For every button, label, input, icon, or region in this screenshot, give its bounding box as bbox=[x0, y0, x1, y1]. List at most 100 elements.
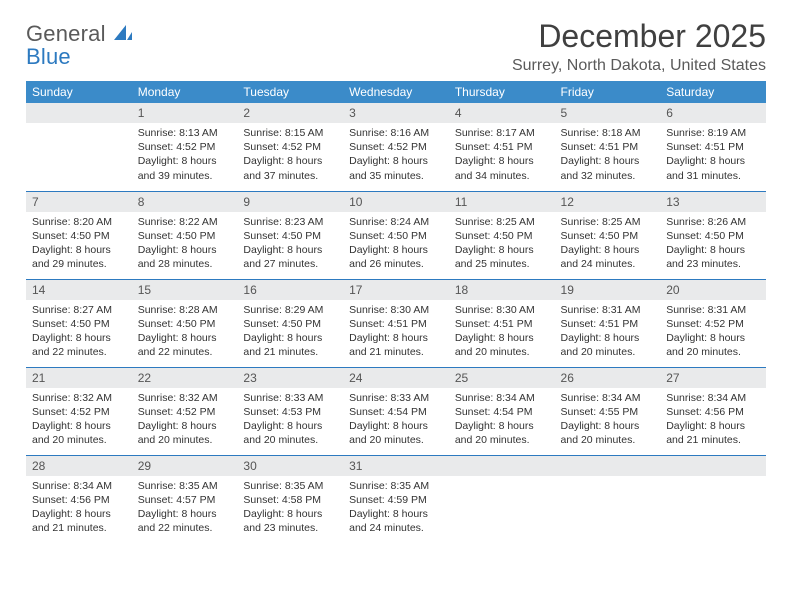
calendar-day-cell: 11Sunrise: 8:25 AMSunset: 4:50 PMDayligh… bbox=[449, 191, 555, 279]
sunset-line: Sunset: 4:51 PM bbox=[455, 140, 549, 154]
day-number: 19 bbox=[555, 280, 661, 300]
calendar-week-row: 21Sunrise: 8:32 AMSunset: 4:52 PMDayligh… bbox=[26, 367, 766, 455]
daylight-line-1: Daylight: 8 hours bbox=[455, 419, 549, 433]
weekday-header: Friday bbox=[555, 81, 661, 103]
sunset-line: Sunset: 4:55 PM bbox=[561, 405, 655, 419]
weekday-header: Monday bbox=[132, 81, 238, 103]
day-body: Sunrise: 8:29 AMSunset: 4:50 PMDaylight:… bbox=[237, 300, 343, 366]
daylight-line-2: and 24 minutes. bbox=[561, 257, 655, 271]
sunrise-line: Sunrise: 8:27 AM bbox=[32, 303, 126, 317]
sunset-line: Sunset: 4:52 PM bbox=[349, 140, 443, 154]
daylight-line-2: and 20 minutes. bbox=[455, 345, 549, 359]
sunset-line: Sunset: 4:50 PM bbox=[243, 317, 337, 331]
day-body: Sunrise: 8:35 AMSunset: 4:58 PMDaylight:… bbox=[237, 476, 343, 542]
day-number: 31 bbox=[343, 456, 449, 476]
sunrise-line: Sunrise: 8:26 AM bbox=[666, 215, 760, 229]
daylight-line-1: Daylight: 8 hours bbox=[138, 507, 232, 521]
header: General Blue December 2025 Surrey, North… bbox=[26, 18, 766, 75]
daylight-line-1: Daylight: 8 hours bbox=[32, 243, 126, 257]
sunset-line: Sunset: 4:56 PM bbox=[32, 493, 126, 507]
daylight-line-2: and 20 minutes. bbox=[561, 433, 655, 447]
logo-line2: Blue bbox=[26, 44, 71, 69]
day-body: Sunrise: 8:31 AMSunset: 4:51 PMDaylight:… bbox=[555, 300, 661, 366]
calendar-week-row: 7Sunrise: 8:20 AMSunset: 4:50 PMDaylight… bbox=[26, 191, 766, 279]
day-body: Sunrise: 8:26 AMSunset: 4:50 PMDaylight:… bbox=[660, 212, 766, 278]
day-body: Sunrise: 8:23 AMSunset: 4:50 PMDaylight:… bbox=[237, 212, 343, 278]
daylight-line-2: and 27 minutes. bbox=[243, 257, 337, 271]
daylight-line-1: Daylight: 8 hours bbox=[666, 331, 760, 345]
sunrise-line: Sunrise: 8:19 AM bbox=[666, 126, 760, 140]
daylight-line-1: Daylight: 8 hours bbox=[561, 331, 655, 345]
sunset-line: Sunset: 4:52 PM bbox=[138, 405, 232, 419]
daylight-line-2: and 21 minutes. bbox=[349, 345, 443, 359]
day-body: Sunrise: 8:25 AMSunset: 4:50 PMDaylight:… bbox=[555, 212, 661, 278]
daylight-line-1: Daylight: 8 hours bbox=[561, 154, 655, 168]
calendar-day-cell: 16Sunrise: 8:29 AMSunset: 4:50 PMDayligh… bbox=[237, 279, 343, 367]
sunset-line: Sunset: 4:50 PM bbox=[138, 317, 232, 331]
sunset-line: Sunset: 4:52 PM bbox=[243, 140, 337, 154]
sunset-line: Sunset: 4:50 PM bbox=[138, 229, 232, 243]
sunrise-line: Sunrise: 8:31 AM bbox=[666, 303, 760, 317]
sunrise-line: Sunrise: 8:32 AM bbox=[32, 391, 126, 405]
sunset-line: Sunset: 4:50 PM bbox=[455, 229, 549, 243]
logo-line1: General bbox=[26, 21, 106, 46]
day-number-empty bbox=[660, 456, 766, 476]
daylight-line-1: Daylight: 8 hours bbox=[243, 243, 337, 257]
daylight-line-2: and 34 minutes. bbox=[455, 169, 549, 183]
calendar-day-cell: 24Sunrise: 8:33 AMSunset: 4:54 PMDayligh… bbox=[343, 367, 449, 455]
day-number: 27 bbox=[660, 368, 766, 388]
weekday-header: Tuesday bbox=[237, 81, 343, 103]
sunset-line: Sunset: 4:50 PM bbox=[666, 229, 760, 243]
sunrise-line: Sunrise: 8:35 AM bbox=[138, 479, 232, 493]
calendar-day-cell: 10Sunrise: 8:24 AMSunset: 4:50 PMDayligh… bbox=[343, 191, 449, 279]
sunrise-line: Sunrise: 8:18 AM bbox=[561, 126, 655, 140]
daylight-line-2: and 31 minutes. bbox=[666, 169, 760, 183]
sunrise-line: Sunrise: 8:30 AM bbox=[349, 303, 443, 317]
day-body: Sunrise: 8:28 AMSunset: 4:50 PMDaylight:… bbox=[132, 300, 238, 366]
day-body: Sunrise: 8:33 AMSunset: 4:53 PMDaylight:… bbox=[237, 388, 343, 454]
daylight-line-2: and 39 minutes. bbox=[138, 169, 232, 183]
sunrise-line: Sunrise: 8:16 AM bbox=[349, 126, 443, 140]
daylight-line-2: and 20 minutes. bbox=[455, 433, 549, 447]
sunset-line: Sunset: 4:51 PM bbox=[349, 317, 443, 331]
day-number: 11 bbox=[449, 192, 555, 212]
day-number: 30 bbox=[237, 456, 343, 476]
day-body: Sunrise: 8:30 AMSunset: 4:51 PMDaylight:… bbox=[343, 300, 449, 366]
day-number: 24 bbox=[343, 368, 449, 388]
sunset-line: Sunset: 4:51 PM bbox=[455, 317, 549, 331]
calendar-day-cell: 4Sunrise: 8:17 AMSunset: 4:51 PMDaylight… bbox=[449, 103, 555, 191]
daylight-line-2: and 21 minutes. bbox=[32, 521, 126, 535]
weekday-header: Thursday bbox=[449, 81, 555, 103]
location: Surrey, North Dakota, United States bbox=[512, 57, 766, 75]
day-number: 1 bbox=[132, 103, 238, 123]
calendar-day-cell: 20Sunrise: 8:31 AMSunset: 4:52 PMDayligh… bbox=[660, 279, 766, 367]
sunrise-line: Sunrise: 8:25 AM bbox=[561, 215, 655, 229]
daylight-line-1: Daylight: 8 hours bbox=[243, 331, 337, 345]
sunset-line: Sunset: 4:53 PM bbox=[243, 405, 337, 419]
daylight-line-1: Daylight: 8 hours bbox=[138, 154, 232, 168]
sunset-line: Sunset: 4:50 PM bbox=[349, 229, 443, 243]
day-body: Sunrise: 8:15 AMSunset: 4:52 PMDaylight:… bbox=[237, 123, 343, 189]
sunset-line: Sunset: 4:52 PM bbox=[666, 317, 760, 331]
sunrise-line: Sunrise: 8:24 AM bbox=[349, 215, 443, 229]
daylight-line-2: and 21 minutes. bbox=[243, 345, 337, 359]
sunset-line: Sunset: 4:56 PM bbox=[666, 405, 760, 419]
daylight-line-2: and 20 minutes. bbox=[138, 433, 232, 447]
sunset-line: Sunset: 4:51 PM bbox=[561, 317, 655, 331]
sunrise-line: Sunrise: 8:34 AM bbox=[561, 391, 655, 405]
day-number: 22 bbox=[132, 368, 238, 388]
day-number: 9 bbox=[237, 192, 343, 212]
daylight-line-2: and 23 minutes. bbox=[243, 521, 337, 535]
sunrise-line: Sunrise: 8:22 AM bbox=[138, 215, 232, 229]
daylight-line-1: Daylight: 8 hours bbox=[666, 154, 760, 168]
day-number: 29 bbox=[132, 456, 238, 476]
sunset-line: Sunset: 4:52 PM bbox=[138, 140, 232, 154]
daylight-line-2: and 32 minutes. bbox=[561, 169, 655, 183]
sunrise-line: Sunrise: 8:33 AM bbox=[349, 391, 443, 405]
sunrise-line: Sunrise: 8:33 AM bbox=[243, 391, 337, 405]
sunset-line: Sunset: 4:58 PM bbox=[243, 493, 337, 507]
day-body: Sunrise: 8:35 AMSunset: 4:57 PMDaylight:… bbox=[132, 476, 238, 542]
daylight-line-1: Daylight: 8 hours bbox=[561, 419, 655, 433]
day-number: 15 bbox=[132, 280, 238, 300]
calendar-day-cell: 28Sunrise: 8:34 AMSunset: 4:56 PMDayligh… bbox=[26, 455, 132, 543]
